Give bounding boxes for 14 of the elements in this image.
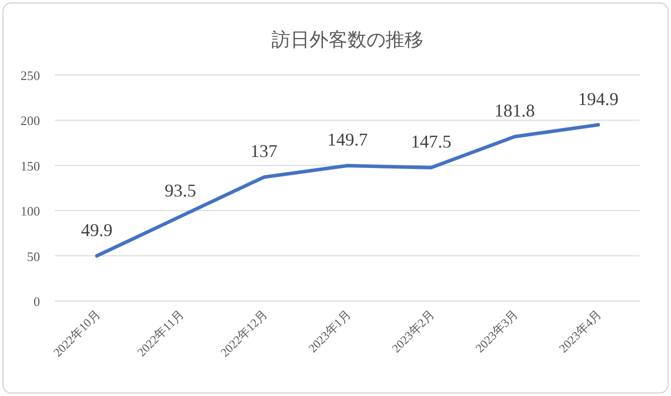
data-label: 149.7: [327, 130, 368, 150]
y-tick-label: 100: [20, 204, 40, 219]
y-tick-label: 0: [34, 294, 40, 309]
data-label: 147.5: [410, 132, 452, 152]
data-label: 137: [250, 141, 278, 162]
chart-title: 訪日外客数の推移: [272, 29, 424, 51]
data-label: 181.8: [494, 100, 535, 121]
y-tick-label: 150: [20, 158, 40, 174]
y-tick-label: 250: [20, 68, 40, 83]
data-label: 194.9: [578, 88, 618, 109]
data-label: 93.5: [164, 180, 196, 200]
data-label: 49.9: [81, 220, 113, 240]
y-tick-label: 200: [20, 113, 40, 128]
y-tick-label: 50: [27, 248, 40, 264]
